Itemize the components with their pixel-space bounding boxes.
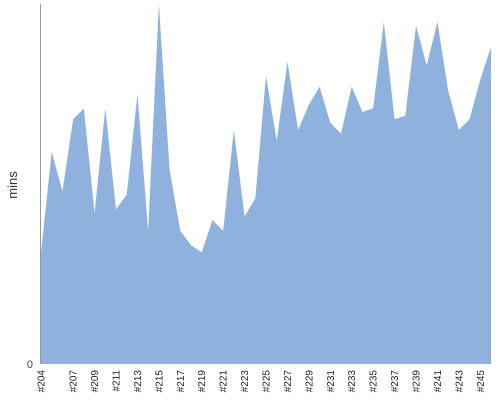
x-tick-label: #207 <box>69 370 80 393</box>
x-tick-label: #225 <box>262 370 273 393</box>
x-tick-label: #227 <box>283 370 294 393</box>
x-tick-label: #239 <box>412 370 423 393</box>
x-tick-label: #237 <box>390 370 401 393</box>
y-tick-label: 0 <box>27 359 33 371</box>
x-tick-label: #229 <box>304 370 315 393</box>
x-tick-labels: #204 #207 #209 #211 #213 #215 #217 #219 #221 #223… <box>37 370 487 393</box>
x-tick-label: #213 <box>133 370 144 393</box>
x-tick-label: #204 <box>37 370 48 393</box>
x-tick-label: #223 <box>240 370 251 393</box>
x-tick-label: #243 <box>454 370 465 393</box>
x-tick-label: #241 <box>433 370 444 393</box>
x-tick-label: #209 <box>90 370 101 393</box>
x-tick-label: #245 <box>476 370 487 393</box>
x-tick-label: #211 <box>112 370 123 392</box>
x-tick-label: #215 <box>154 370 165 393</box>
x-tick-label: #235 <box>369 370 380 393</box>
x-tick-label: #231 <box>326 370 337 393</box>
area-series <box>41 4 491 364</box>
x-tick-label: #221 <box>219 370 230 393</box>
plot-area <box>40 4 491 364</box>
x-tick-label: #217 <box>176 370 187 393</box>
y-axis-label: mins <box>5 171 20 199</box>
x-tick-label: #233 <box>347 370 358 393</box>
x-tick-label: #219 <box>197 370 208 393</box>
